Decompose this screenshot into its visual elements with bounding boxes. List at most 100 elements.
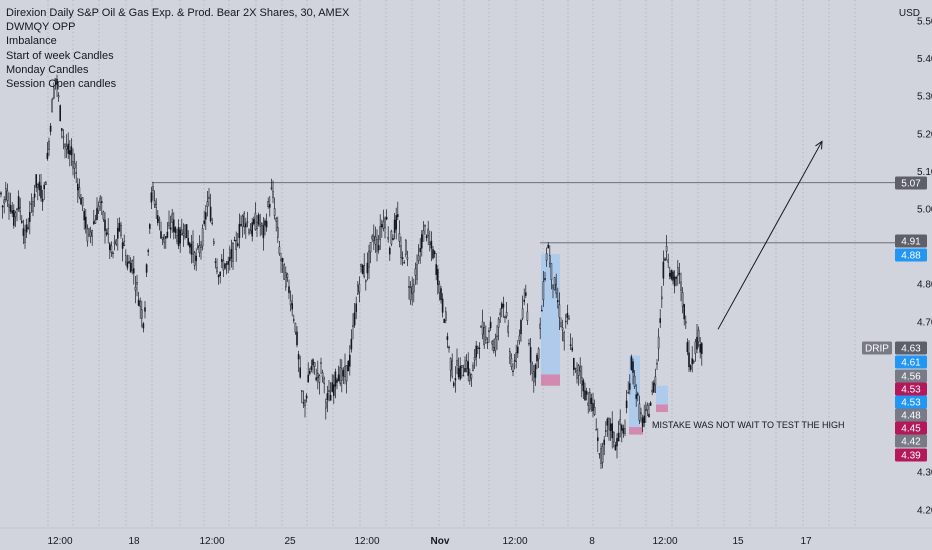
price-tag-label: 4.61 (901, 358, 921, 369)
candle-body (403, 262, 405, 264)
legend-indicator[interactable]: Monday Candles (6, 63, 89, 76)
candle-body (205, 212, 207, 220)
time-tick-label: 25 (284, 536, 296, 547)
currency-label: USD (898, 8, 920, 19)
candle-body (481, 321, 484, 335)
legend-indicator[interactable]: Start of week Candles (6, 49, 114, 62)
candle-body (449, 357, 452, 371)
candle-body (462, 374, 465, 377)
legend-title[interactable]: Direxion Daily S&P Oil & Gas Exp. & Prod… (6, 7, 350, 19)
candle-body (216, 267, 218, 273)
candle-body (507, 325, 509, 333)
candle-body (448, 346, 450, 349)
candle-body (302, 402, 305, 404)
candle-body (187, 237, 189, 245)
legend-indicator[interactable]: Session Open candles (6, 78, 117, 91)
candle-body (566, 313, 569, 318)
candle-body (355, 303, 357, 313)
candle-body (246, 221, 249, 223)
candle-body (30, 202, 33, 205)
candle-body (115, 239, 118, 245)
candle-body (251, 222, 253, 237)
candle-body (67, 143, 70, 154)
candle-body (505, 312, 508, 317)
candle-body (609, 423, 612, 431)
candle-body (357, 285, 359, 295)
candle-body (264, 220, 266, 226)
candle-body (297, 354, 300, 360)
candle-body (344, 365, 346, 377)
candle-body (347, 361, 349, 372)
candle-body (613, 432, 615, 443)
candle-body (0, 192, 2, 195)
candle-body (454, 378, 457, 381)
candle-body (401, 257, 404, 260)
candle-body (470, 374, 473, 379)
candle-body (358, 283, 361, 292)
imbalance-box (656, 404, 668, 413)
candle-body (371, 235, 373, 240)
candle-body (99, 197, 102, 203)
candle-body (395, 215, 397, 230)
candle-body (235, 240, 237, 251)
imbalance-box (629, 355, 640, 428)
candle-body (425, 235, 428, 239)
candle-body (227, 261, 229, 265)
candle-body (211, 222, 213, 224)
candle-body (193, 252, 196, 266)
candle-body (441, 298, 444, 313)
candle-body (254, 212, 257, 231)
time-tick-label: 12:00 (502, 536, 527, 547)
time-axis[interactable]: 12:00 18 12:00 25 12:00 Nov 12:00 8 12:00 15 17 (47, 536, 812, 547)
candle-body (91, 230, 94, 237)
candle-body (137, 299, 140, 306)
candle-body (305, 395, 308, 399)
candle-body (59, 105, 62, 121)
price-tag-label: 4.53 (901, 398, 921, 409)
candle-body (61, 128, 63, 131)
candle-body (278, 246, 281, 254)
candle-body (688, 352, 690, 368)
candle-body (109, 243, 111, 250)
price-tick-label: 5.40 (917, 54, 932, 65)
candle-body (176, 235, 178, 242)
candle-body (224, 263, 226, 269)
price-tag (895, 434, 927, 448)
candle-body (664, 258, 666, 261)
candle-body (427, 228, 429, 236)
price-tick-label: 5.00 (917, 205, 932, 216)
candle-body (113, 241, 116, 244)
candle-body (173, 219, 175, 232)
candle-body (521, 308, 524, 319)
candle-body (616, 438, 618, 447)
candle-body (624, 428, 626, 434)
price-tag-label: 4.56 (901, 372, 921, 383)
candle-body (134, 286, 137, 291)
candle-body (549, 255, 551, 264)
candle-body (440, 288, 442, 301)
candle-body (118, 222, 121, 232)
projection-arrow (717, 140, 823, 330)
candle-body (640, 412, 642, 414)
candle-body (435, 264, 437, 275)
price-axis[interactable]: 5.50 5.40 5.30 5.20 5.10 5.00 4.80 4.70 4.30 4.20 (917, 17, 932, 517)
candle-body (529, 347, 532, 363)
candle-body (464, 368, 466, 373)
legend-indicator[interactable]: DWMQY OPP (6, 21, 76, 34)
candle-body (480, 326, 482, 328)
candle-body (317, 372, 319, 379)
candle-body (483, 327, 485, 346)
price-tag (895, 234, 927, 248)
candle-body (142, 323, 145, 329)
candle-body (209, 206, 212, 222)
candle-body (25, 224, 28, 233)
candle-body (46, 152, 49, 159)
candle-body (259, 224, 261, 227)
price-tag-label: 5.07 (901, 179, 921, 190)
legend-indicator[interactable]: Imbalance (6, 35, 57, 48)
candle-body (398, 233, 401, 242)
candle-body (584, 390, 586, 401)
candle-body (417, 255, 420, 261)
candle-body (515, 352, 518, 362)
